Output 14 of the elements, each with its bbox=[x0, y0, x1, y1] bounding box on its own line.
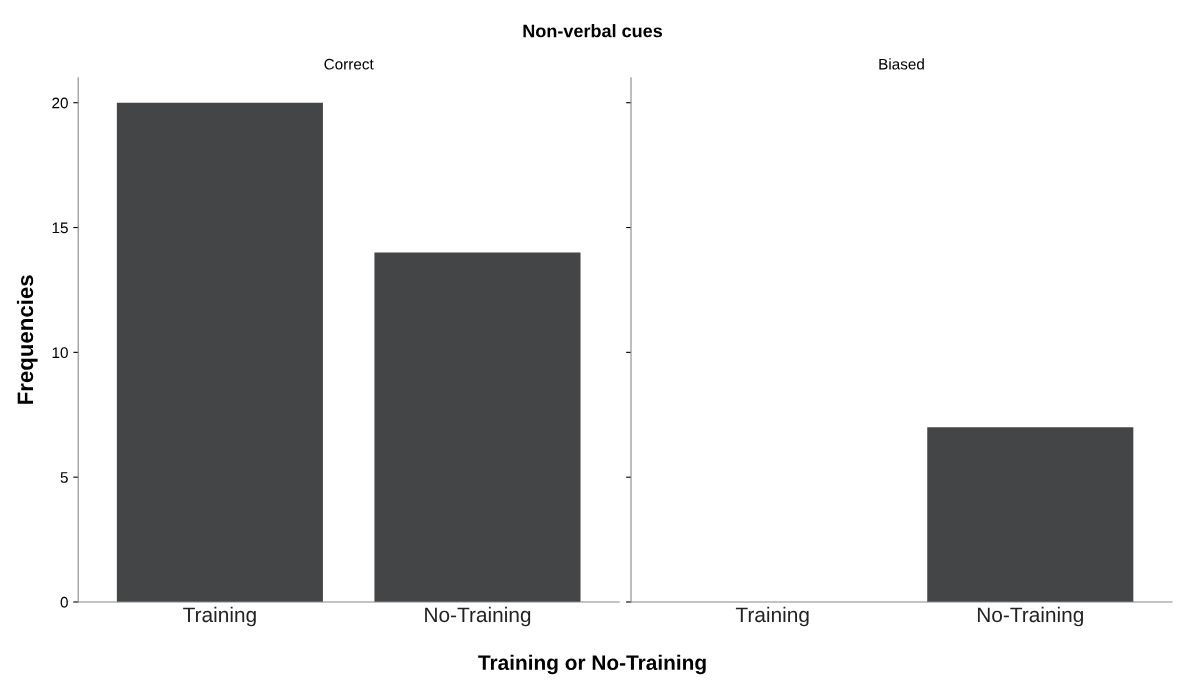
y-tick-label: 10 bbox=[52, 347, 68, 359]
y-axis-title: Frequencies bbox=[16, 275, 38, 404]
x-axis-title: Training or No-Training bbox=[478, 654, 706, 675]
x-tick-label: No-Training bbox=[425, 606, 531, 627]
y-tick-label: 5 bbox=[60, 472, 68, 483]
x-tick-label: No-Training bbox=[977, 606, 1083, 627]
chart-subtitle: Biased bbox=[879, 58, 924, 70]
x-tick-label: Training bbox=[183, 606, 256, 627]
x-tick-label: Training bbox=[735, 606, 809, 627]
y-tick-label: 15 bbox=[52, 222, 68, 234]
y-tick-label: 0 bbox=[60, 596, 68, 608]
chart-title: Non-verbal cues bbox=[523, 24, 662, 38]
chart-subtitle: Correct bbox=[324, 58, 374, 70]
y-tick-label: 20 bbox=[52, 97, 68, 109]
